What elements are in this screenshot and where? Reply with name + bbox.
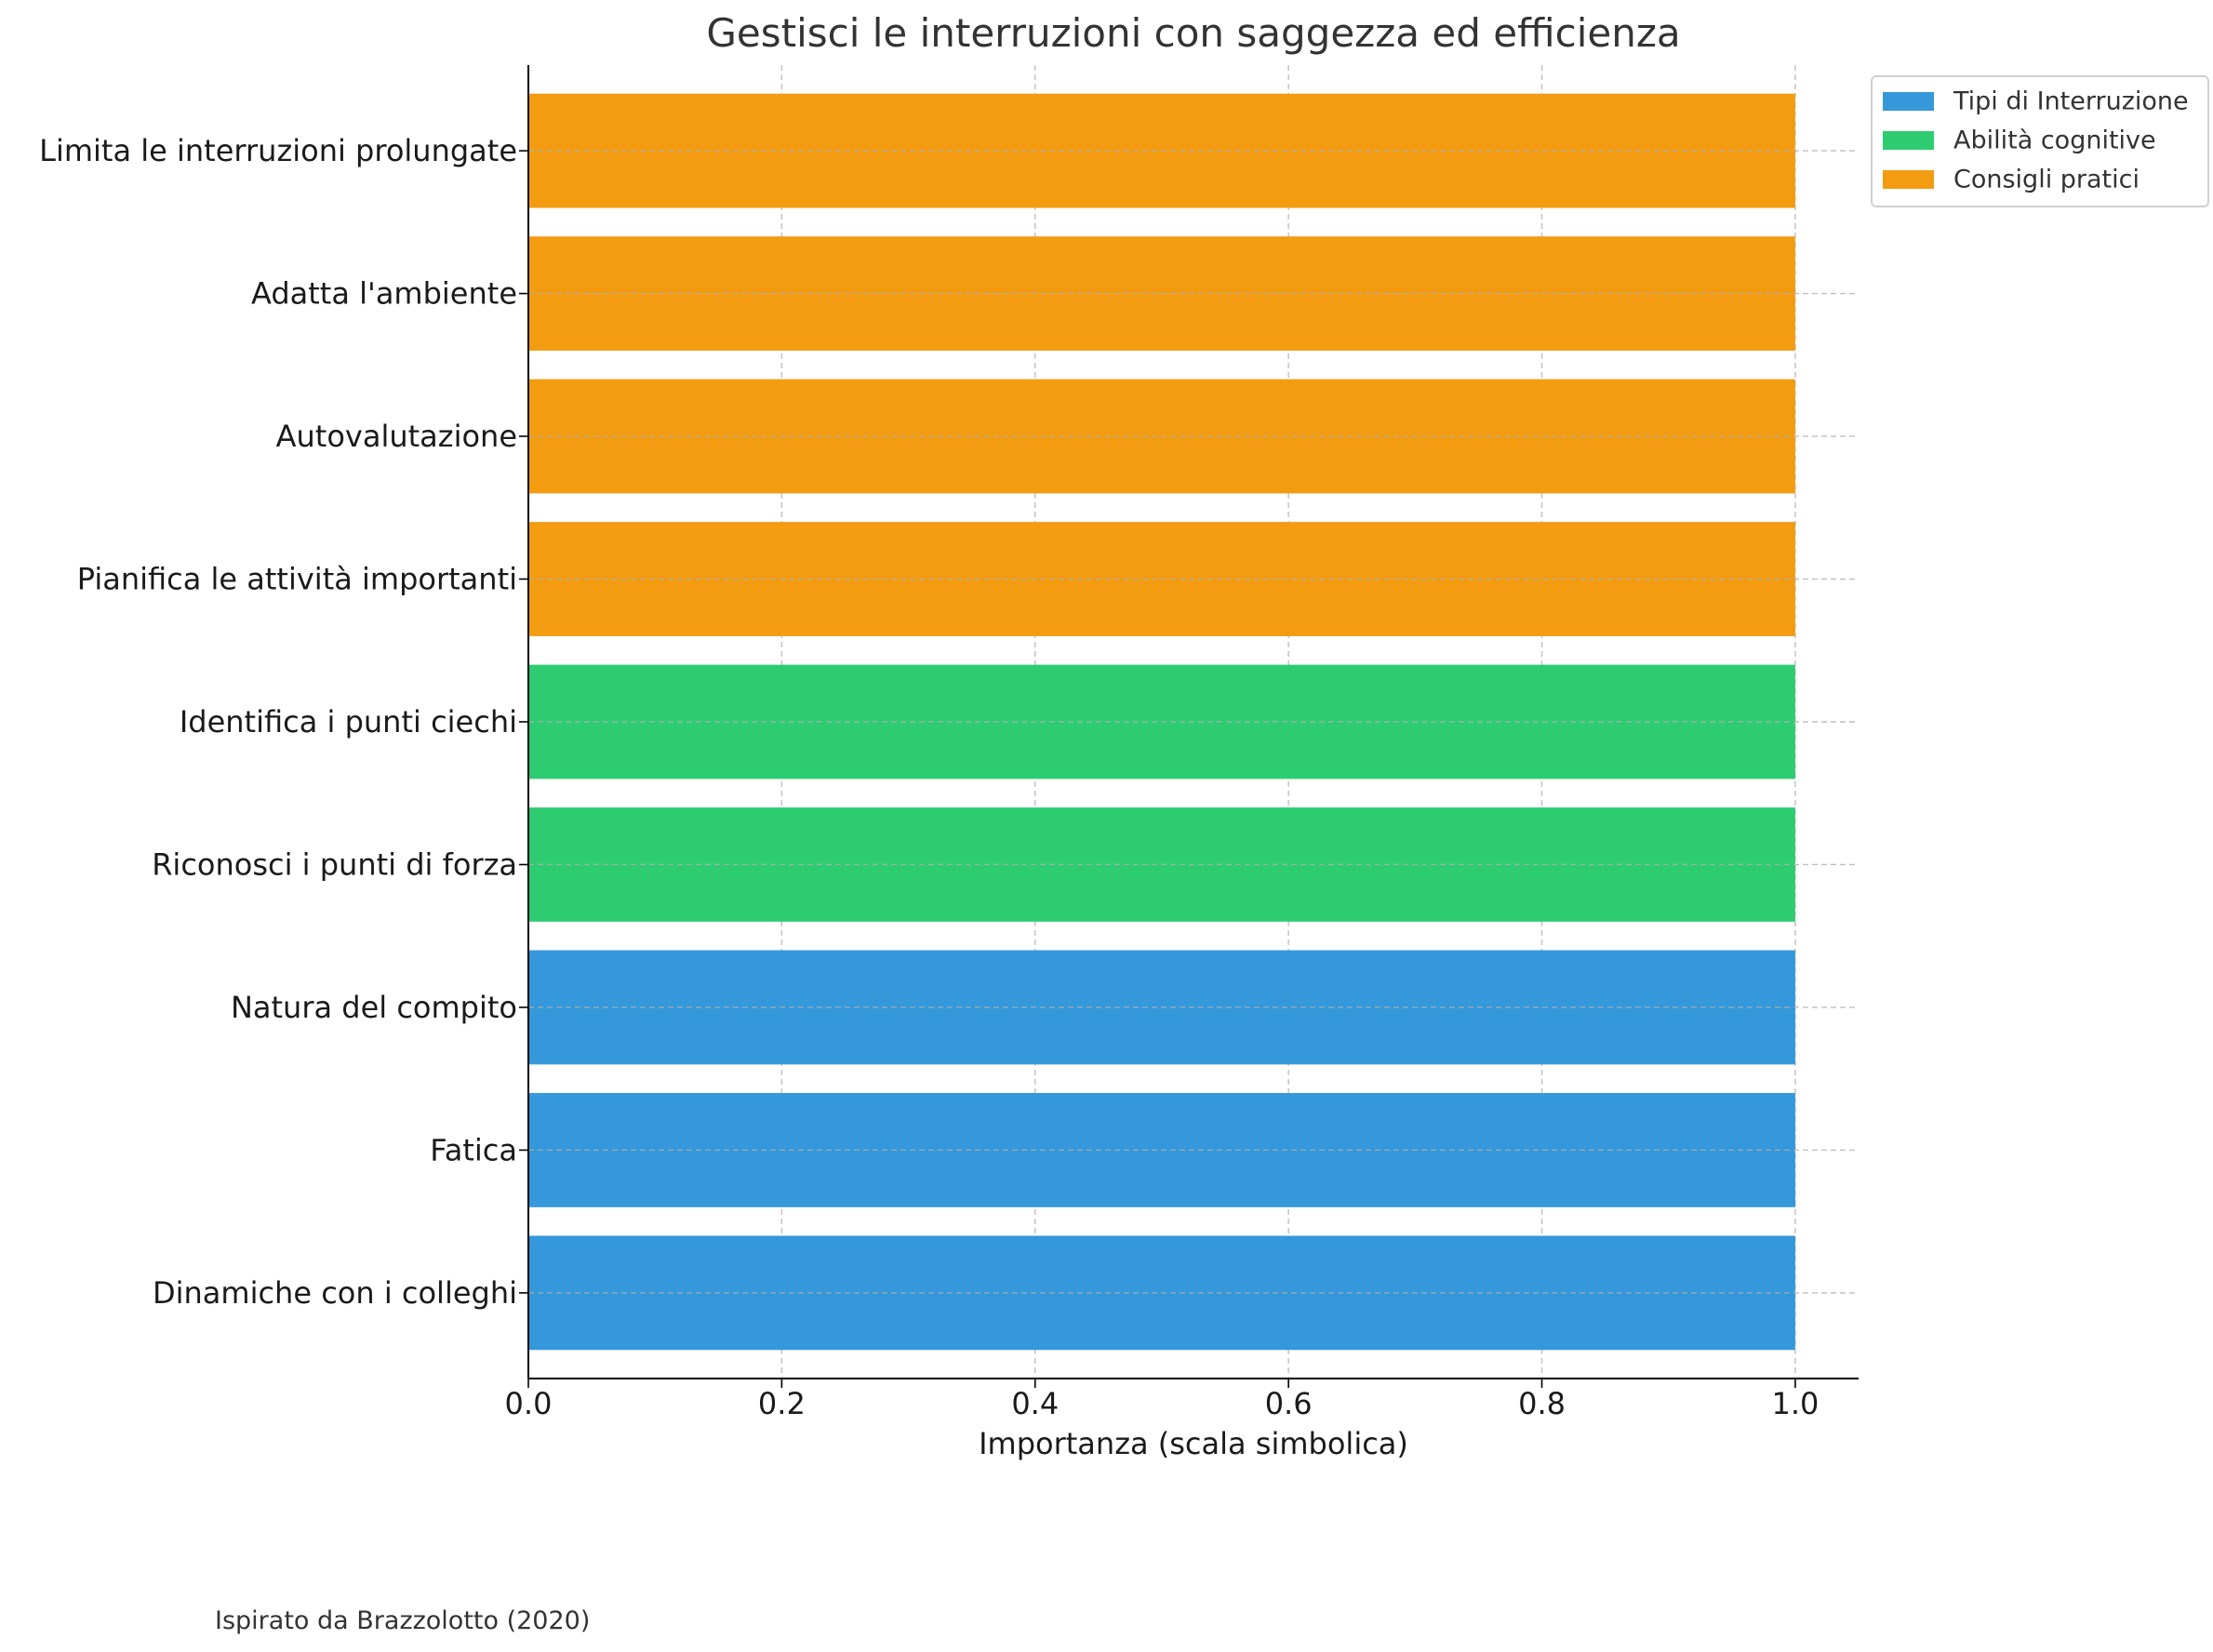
chart-footnote: Ispirato da Brazzolotto (2020): [215, 1606, 591, 1635]
x-axis-label: Importanza (scala simbolica): [979, 1426, 1408, 1461]
y-tick-label-6: Autovalutazione: [276, 419, 517, 454]
legend-swatch-2: [1883, 170, 1934, 189]
legend-label-0: Tipi di Interruzione: [1953, 87, 2189, 116]
x-tick-label-0: 0.0: [505, 1386, 553, 1421]
x-tick-label-4: 0.8: [1518, 1386, 1566, 1421]
legend-label-1: Abilità cognitive: [1953, 127, 2156, 155]
chart-title: Gestisci le interruzioni con saggezza ed…: [706, 10, 1680, 56]
legend-swatch-0: [1883, 92, 1934, 111]
legend-box: [1871, 75, 2209, 207]
y-tick-label-3: Riconosci i punti di forza: [152, 846, 517, 882]
y-tick-label-8: Limita le interruzioni prolungate: [39, 133, 517, 168]
x-tick-label-5: 1.0: [1771, 1386, 1819, 1421]
legend-swatch-1: [1883, 131, 1934, 150]
x-tick-label-2: 0.4: [1011, 1386, 1059, 1421]
x-tick-label-1: 0.2: [758, 1386, 806, 1421]
x-tick-label-3: 0.6: [1265, 1386, 1313, 1421]
y-tick-label-4: Identifica i punti ciechi: [180, 704, 517, 739]
legend-label-2: Consigli pratici: [1953, 166, 2140, 194]
y-tick-label-5: Pianifica le attività importanti: [77, 562, 517, 597]
y-tick-label-7: Adatta l'ambiente: [251, 276, 517, 312]
y-tick-label-1: Fatica: [430, 1132, 517, 1167]
y-tick-label-0: Dinamiche con i colleghi: [153, 1275, 517, 1311]
y-tick-label-2: Natura del compito: [231, 990, 517, 1025]
